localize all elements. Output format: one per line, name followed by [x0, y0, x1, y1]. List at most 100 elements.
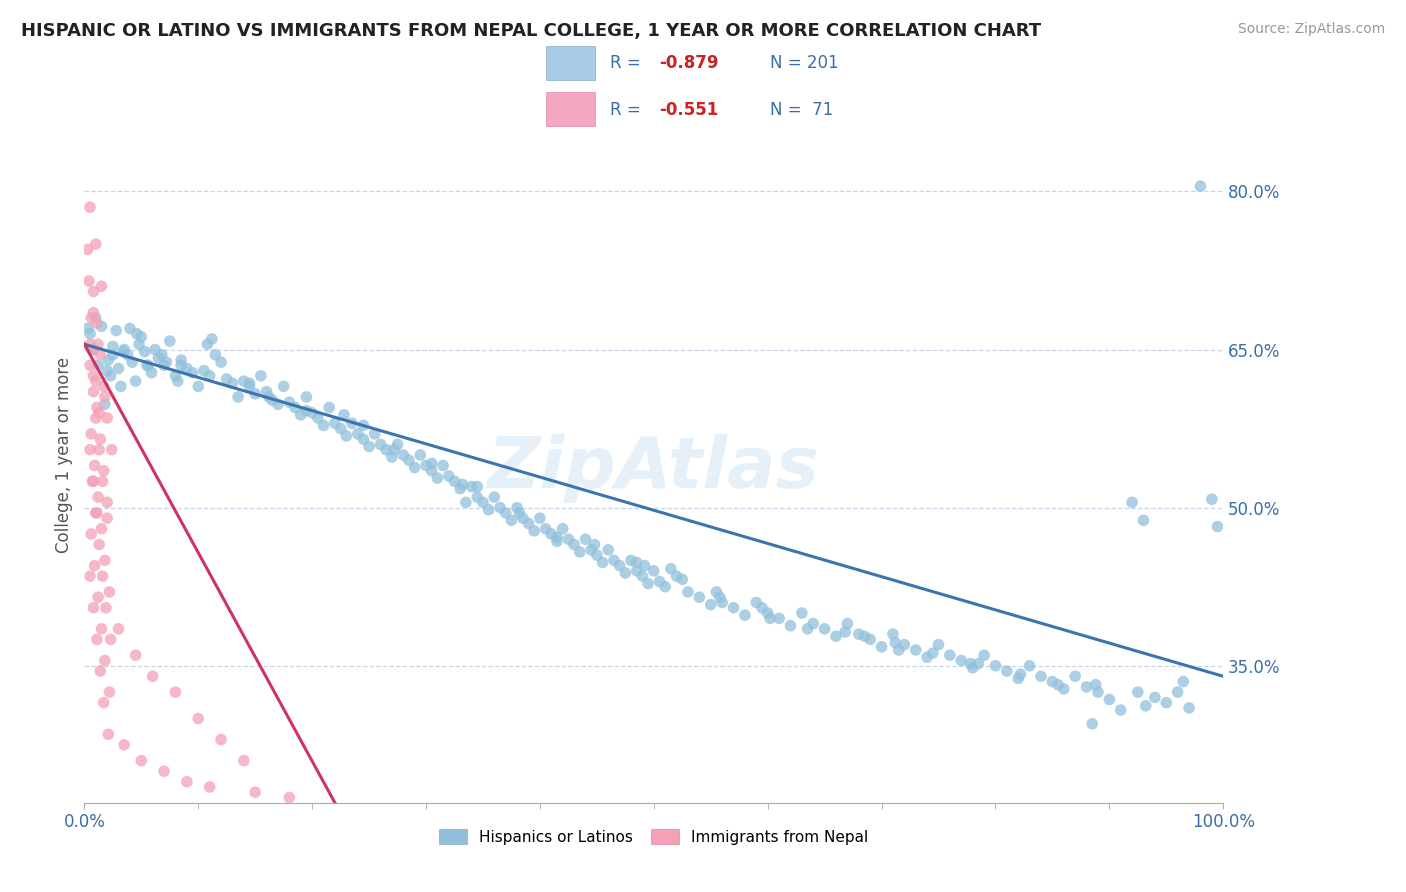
Point [153, 764, 176, 779]
Point [489, 500, 512, 515]
Point [89, 664, 111, 678]
Point [82, 384, 104, 399]
Point [648, 574, 671, 589]
Text: N =  71: N = 71 [769, 101, 832, 119]
Point [209, 732, 232, 747]
Point [79, 326, 101, 341]
Point [89, 432, 111, 446]
Point [506, 500, 529, 515]
Point [159, 334, 181, 348]
Point [90, 522, 112, 536]
Point [392, 448, 415, 462]
Point [165, 685, 187, 699]
Point [460, 479, 482, 493]
Point [86, 632, 108, 647]
Point [1189, 179, 1212, 194]
Point [465, 490, 488, 504]
Point [195, 337, 218, 351]
Point [232, 754, 254, 768]
Point [262, 393, 284, 408]
Point [551, 522, 574, 536]
Point [671, 572, 693, 586]
Point [245, 386, 267, 401]
Point [375, 442, 398, 457]
Point [973, 648, 995, 663]
Point [82, 343, 104, 357]
Point [1010, 667, 1032, 681]
Point [148, 351, 170, 365]
Point [478, 502, 501, 516]
Point [676, 585, 699, 599]
Point [82, 475, 104, 489]
Point [454, 495, 477, 509]
Point [779, 618, 801, 632]
Point [238, 379, 260, 393]
Point [87, 591, 110, 605]
Point [77, 274, 100, 288]
Point [1053, 681, 1076, 696]
Point [96, 495, 118, 509]
Point [82, 368, 104, 383]
Point [1156, 696, 1178, 710]
Point [301, 406, 323, 420]
Point [82, 305, 104, 319]
Point [82, 475, 104, 489]
Point [153, 359, 176, 373]
Point [995, 664, 1018, 678]
Point [723, 600, 745, 615]
Point [643, 564, 665, 578]
Point [76, 321, 98, 335]
Point [759, 611, 782, 625]
Point [96, 511, 118, 525]
Point [962, 661, 984, 675]
Point [1007, 672, 1029, 686]
Point [80, 426, 103, 441]
Point [101, 339, 124, 353]
Point [89, 537, 111, 551]
Point [93, 696, 115, 710]
Point [1064, 669, 1087, 683]
Point [1098, 692, 1121, 706]
Point [688, 591, 710, 605]
Point [381, 450, 404, 464]
Point [603, 553, 626, 567]
Point [100, 368, 122, 383]
Point [226, 390, 249, 404]
Point [215, 372, 238, 386]
Point [107, 361, 129, 376]
Point [837, 616, 859, 631]
Point [959, 657, 981, 671]
Point [614, 566, 637, 580]
Point [94, 653, 117, 667]
Point [87, 490, 110, 504]
Point [967, 657, 990, 671]
Point [501, 513, 523, 527]
Point [107, 622, 129, 636]
Point [97, 353, 120, 368]
Point [318, 401, 340, 415]
Point [90, 622, 112, 636]
Point [307, 411, 329, 425]
Point [181, 366, 204, 380]
Point [193, 363, 215, 377]
Point [83, 558, 105, 573]
Point [420, 456, 443, 470]
Point [82, 343, 104, 357]
Point [711, 595, 734, 609]
Point [364, 426, 387, 441]
Point [1076, 680, 1098, 694]
Point [634, 558, 657, 573]
Point [84, 506, 107, 520]
Point [273, 379, 295, 393]
Point [90, 319, 112, 334]
Point [1135, 698, 1157, 713]
FancyBboxPatch shape [546, 92, 595, 126]
Point [1201, 492, 1223, 507]
Point [201, 332, 224, 346]
Point [340, 417, 363, 431]
Point [124, 374, 146, 388]
Point [637, 576, 659, 591]
Point [1018, 658, 1040, 673]
Point [232, 374, 254, 388]
Point [472, 495, 495, 509]
